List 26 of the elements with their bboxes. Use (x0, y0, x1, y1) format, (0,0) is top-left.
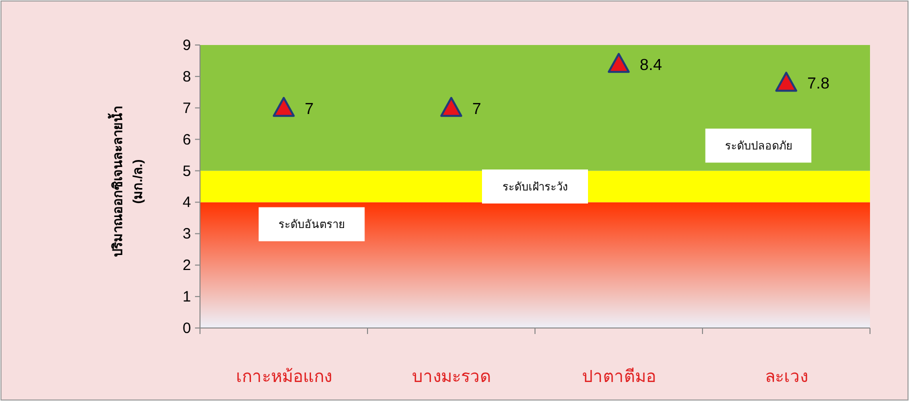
y-tick-label: 8 (182, 68, 191, 86)
y-tick-label: 1 (182, 288, 191, 306)
y-axis-title: ปริมาณออกซิเจนละลายน้ำ (มก./ล.) (107, 106, 145, 257)
y-tick-label: 3 (182, 226, 191, 243)
band-label: ระดับเฝ้าระวัง (502, 182, 568, 194)
point (272, 96, 295, 117)
y-tick-label: 2 (182, 257, 191, 274)
y-tick-label: 6 (182, 131, 191, 148)
x-tick-label: ปาตาตีมอ (582, 367, 656, 386)
data-label: 7 (472, 100, 482, 118)
band-label: ระดับปลอดภัย (724, 140, 792, 153)
y-tick-label: 9 (182, 37, 191, 54)
data-label: 8.4 (640, 56, 662, 74)
x-tick-label: ละเวง (764, 367, 808, 386)
point (440, 96, 462, 117)
point (775, 72, 798, 92)
data-label: 7.8 (807, 76, 830, 93)
y-tick-label: 5 (182, 162, 191, 180)
y-tick-label: 4 (182, 194, 191, 212)
data-label: 7 (304, 100, 314, 118)
y-tick-label: 0 (182, 320, 191, 337)
x-tick-label: บางมะรวด (412, 367, 491, 386)
y-tick-label: 7 (182, 100, 191, 117)
band-label: ระดับอันตราย (278, 219, 345, 232)
x-tick-label: เกาะหม้อแกง (236, 367, 332, 386)
point (608, 52, 630, 73)
